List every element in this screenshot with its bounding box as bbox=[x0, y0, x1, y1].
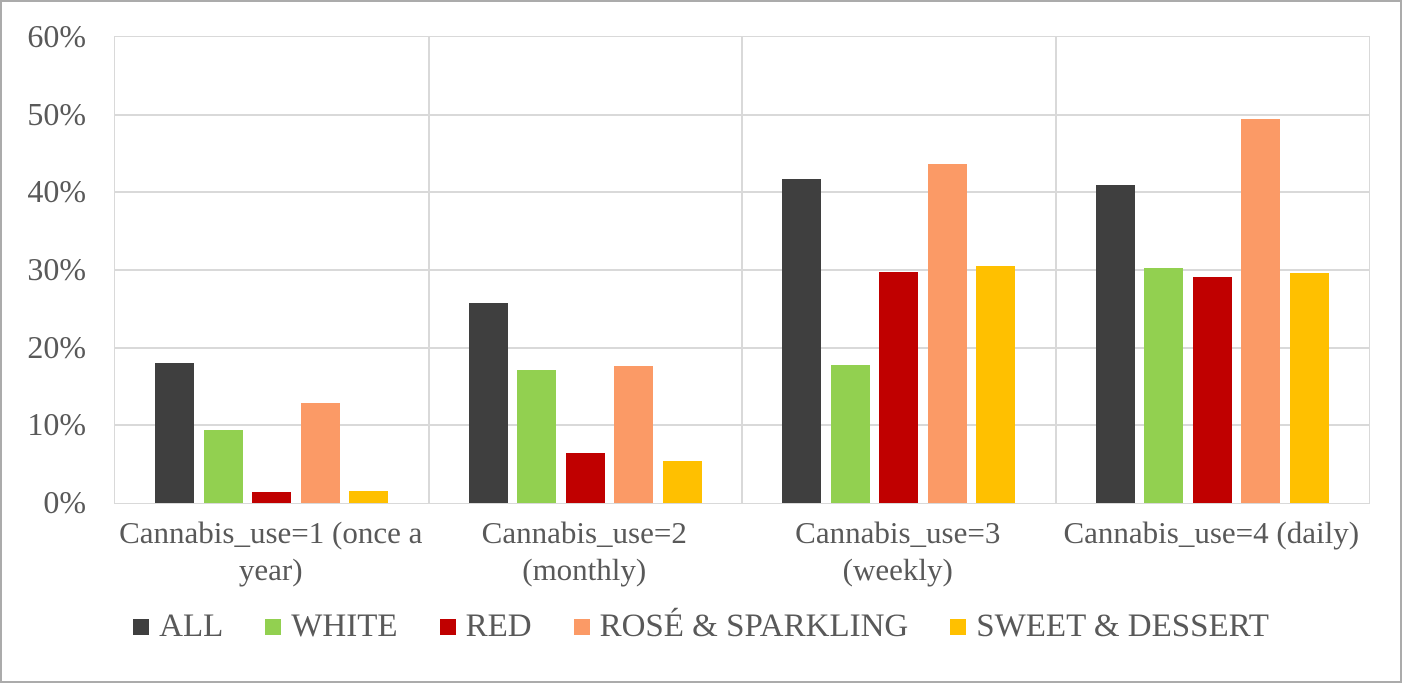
y-axis-tick-label: 50% bbox=[27, 95, 86, 132]
legend-item-all: ALL bbox=[133, 608, 223, 645]
y-axis-tick-label: 30% bbox=[27, 251, 86, 287]
legend-label: ALL bbox=[159, 608, 224, 644]
bar-sweet-dessert-group1 bbox=[349, 491, 389, 503]
bar-ros-sparkling-group4 bbox=[1241, 119, 1281, 503]
legend-item-ros-sparkling: ROSÉ & SPARKLING bbox=[573, 608, 909, 645]
legend-label: WHITE bbox=[291, 608, 398, 644]
bar-ros-sparkling-group1 bbox=[300, 402, 340, 503]
legend-label: ROSÉ & SPARKLING bbox=[599, 608, 909, 644]
bar-ros-sparkling-group2 bbox=[614, 365, 654, 503]
x-axis-category-label-line: Cannabis_use=4 (daily) bbox=[1063, 515, 1360, 550]
legend-swatch-icon bbox=[265, 618, 282, 635]
bar-red-group1 bbox=[252, 492, 292, 503]
x-axis-category-label-line: year) bbox=[238, 552, 303, 587]
gridline-vertical bbox=[1054, 37, 1057, 503]
bar-white-group1 bbox=[203, 430, 243, 503]
x-axis-category-label-line: (weekly) bbox=[842, 552, 953, 587]
x-axis-category-label-line: (monthly) bbox=[522, 552, 647, 587]
legend: ALL WHITE RED ROSÉ & SPARKLING SWEET & DESSE… bbox=[2, 608, 1400, 645]
bar-red-group2 bbox=[565, 452, 605, 503]
bar-ros-sparkling-group3 bbox=[927, 163, 967, 503]
bar-all-group3 bbox=[782, 179, 822, 503]
y-axis-tick-label: 60% bbox=[27, 18, 86, 54]
bar-sweet-dessert-group2 bbox=[662, 461, 702, 503]
legend-swatch-icon bbox=[439, 618, 456, 635]
y-axis: 0% 10% 20% 30% 40% 50% 60% bbox=[2, 2, 86, 681]
legend-label: SWEET & DESSERT bbox=[976, 608, 1269, 644]
x-axis-category-label-line: Cannabis_use=2 bbox=[481, 515, 687, 550]
bar-red-group3 bbox=[879, 272, 919, 503]
gridline-vertical bbox=[427, 37, 430, 503]
bar-all-group4 bbox=[1095, 184, 1135, 503]
x-axis-category-label-line: Cannabis_use=3 bbox=[795, 515, 1001, 550]
x-axis-category-label: Cannabis_use=4 (daily) bbox=[1031, 514, 1391, 551]
legend-item-white: WHITE bbox=[265, 608, 398, 645]
y-axis-tick-label: 40% bbox=[27, 173, 86, 210]
bar-white-group4 bbox=[1144, 268, 1184, 503]
legend-item-sweet-dessert: SWEET & DESSERT bbox=[950, 608, 1269, 645]
x-axis-category-label: Cannabis_use=1 (once a year) bbox=[91, 514, 451, 588]
bar-white-group2 bbox=[517, 370, 557, 503]
bar-sweet-dessert-group3 bbox=[976, 266, 1016, 503]
y-axis-tick-label: 10% bbox=[27, 406, 86, 443]
legend-swatch-icon bbox=[573, 618, 590, 635]
bar-red-group4 bbox=[1192, 277, 1232, 503]
legend-swatch-icon bbox=[950, 618, 967, 635]
plot-area bbox=[114, 36, 1370, 504]
y-axis-tick-label: 20% bbox=[27, 328, 86, 365]
x-axis-category-label: Cannabis_use=2 (monthly) bbox=[404, 514, 764, 588]
gridline-vertical bbox=[741, 37, 743, 503]
legend-item-red: RED bbox=[439, 608, 532, 645]
bar-all-group1 bbox=[155, 363, 195, 503]
x-axis-category-label: Cannabis_use=3 (weekly) bbox=[718, 514, 1078, 588]
bar-sweet-dessert-group4 bbox=[1289, 273, 1329, 503]
x-axis-category-label-line: Cannabis_use=1 (once a bbox=[119, 515, 423, 550]
x-axis: Cannabis_use=1 (once a year) Cannabis_use=… bbox=[2, 514, 1400, 604]
bar-all-group2 bbox=[468, 302, 508, 503]
y-axis-tick-label: 0% bbox=[43, 484, 86, 520]
bar-white-group3 bbox=[830, 364, 870, 503]
legend-swatch-icon bbox=[133, 618, 150, 635]
legend-label: RED bbox=[465, 608, 532, 644]
